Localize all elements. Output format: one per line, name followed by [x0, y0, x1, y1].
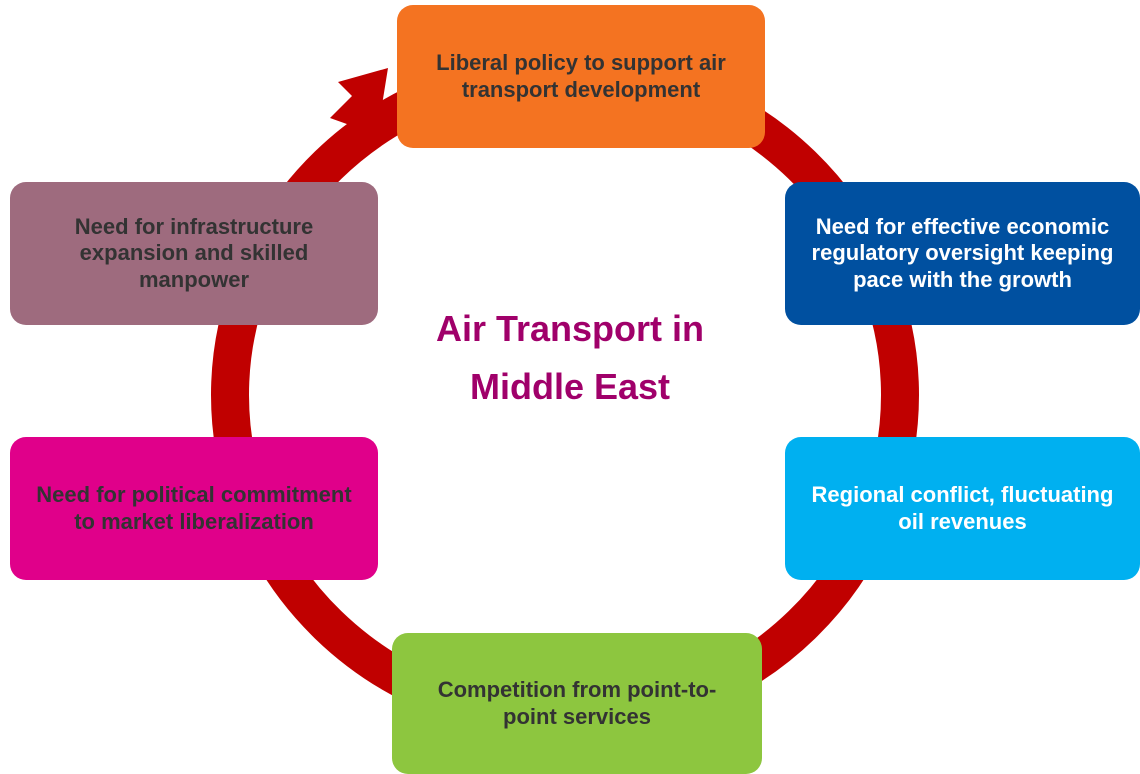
node-label: Competition from point-to-point services	[437, 677, 717, 729]
node-label: Need for effective economic regulatory o…	[811, 213, 1114, 292]
node-label: Liberal policy to support air transport …	[436, 50, 726, 102]
node: Need for infrastructure expansion and sk…	[10, 182, 378, 325]
node: Need for political commitment to market …	[10, 437, 378, 580]
node-label: Regional conflict, fluctuating oil reven…	[811, 482, 1114, 534]
node-label: Need for infrastructure expansion and sk…	[74, 213, 314, 292]
node-label: Need for political commitment to market …	[36, 482, 352, 534]
node: Regional conflict, fluctuating oil reven…	[785, 437, 1140, 580]
center-title: Air Transport in Middle East	[435, 308, 705, 407]
node: Liberal policy to support air transport …	[397, 5, 765, 148]
node: Need for effective economic regulatory o…	[785, 182, 1140, 325]
arrowhead	[330, 68, 388, 130]
node: Competition from point-to-point services	[392, 633, 762, 774]
